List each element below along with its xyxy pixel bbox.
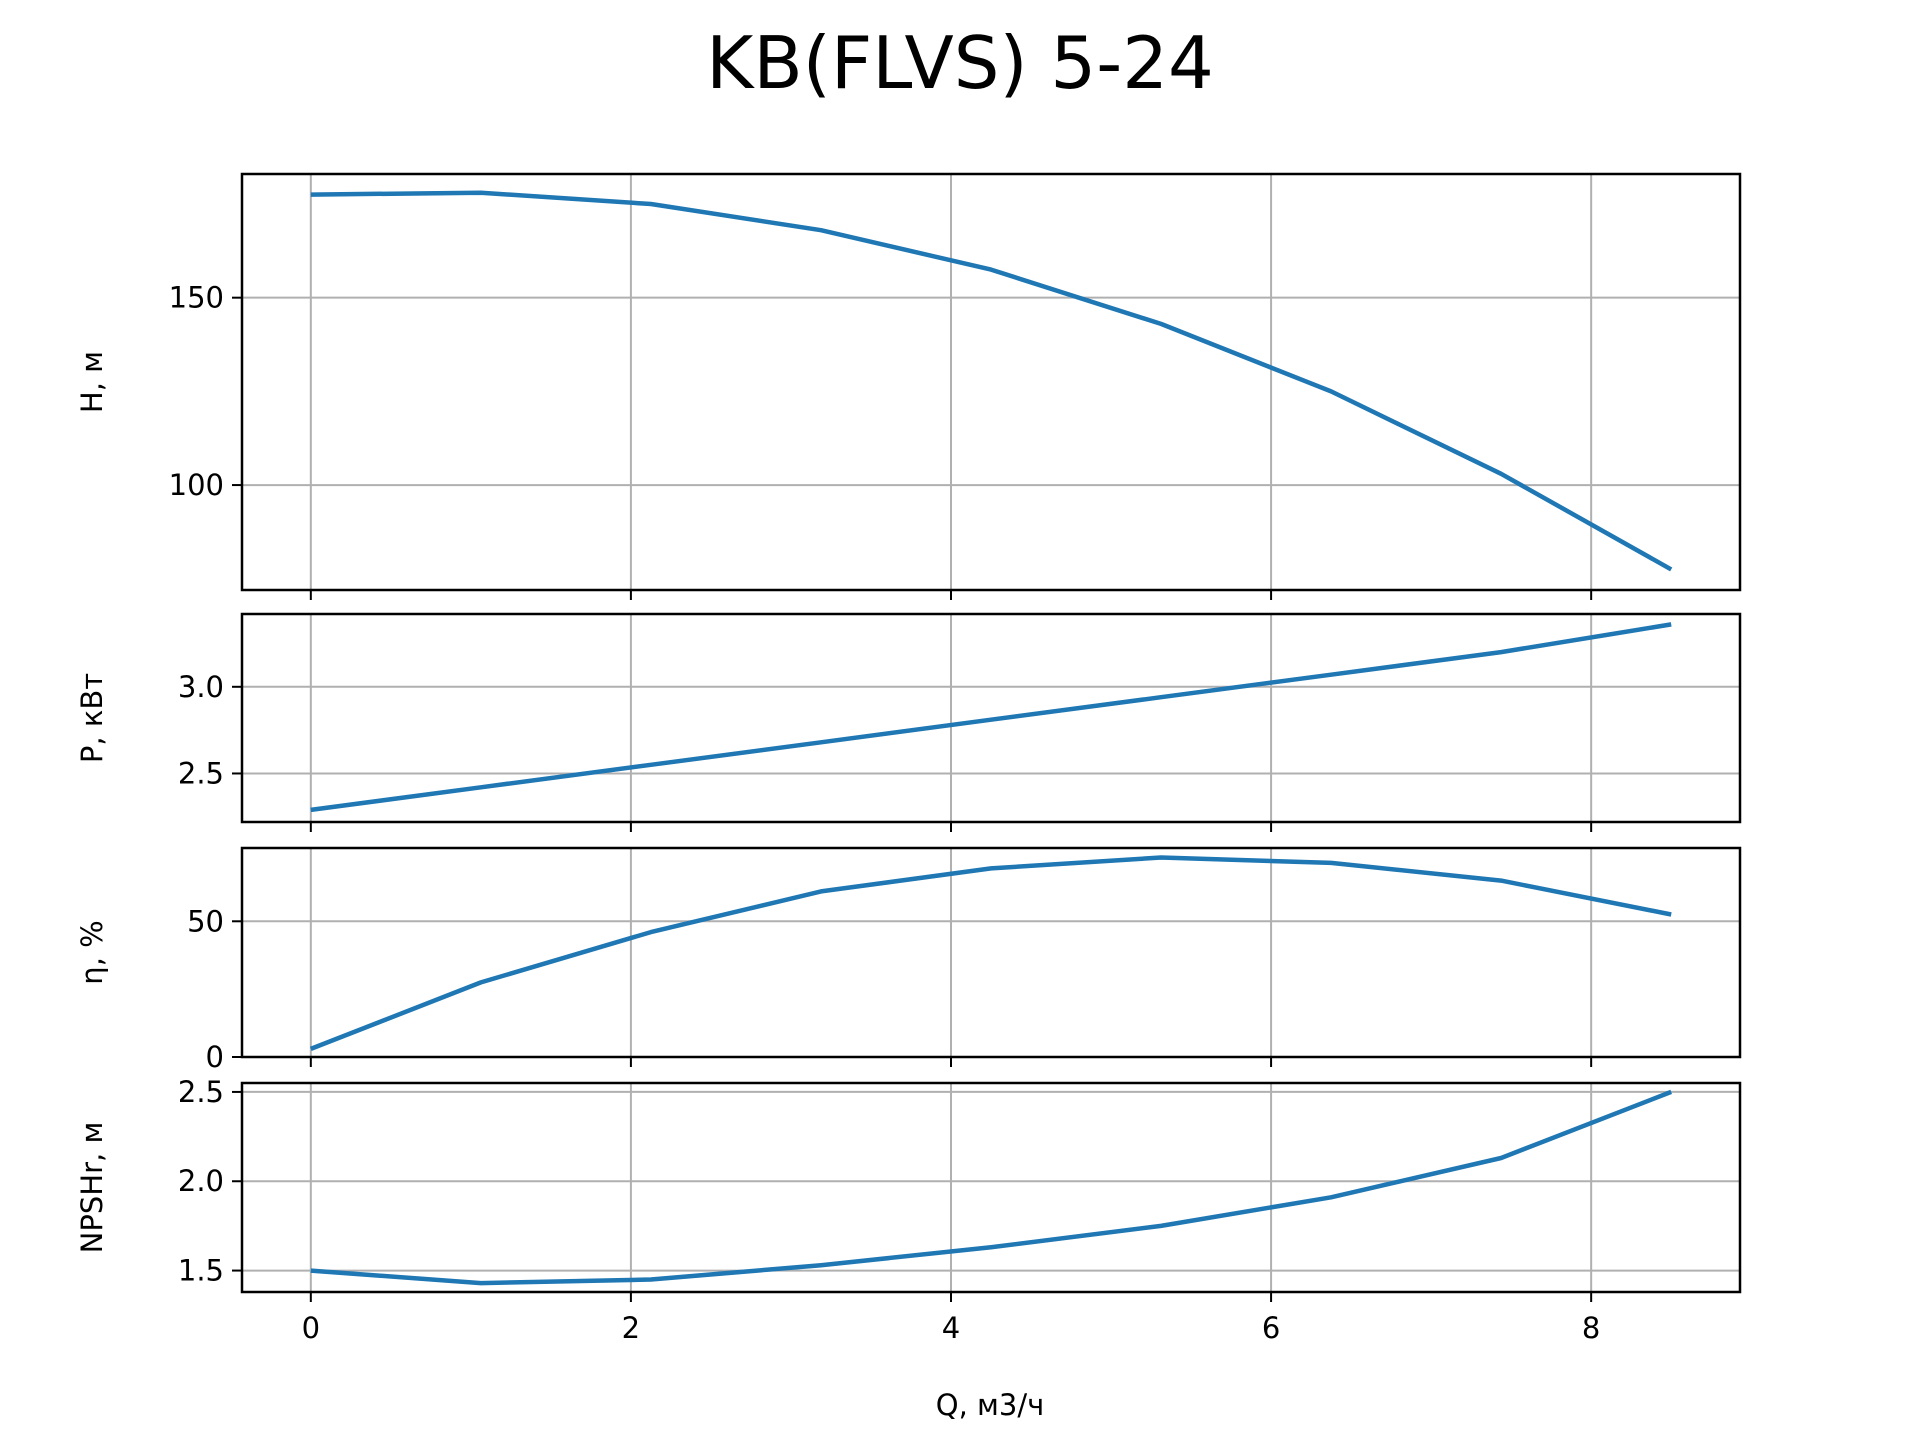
subplot-2: 2.5 3.0 P, кВт (75, 612, 1742, 832)
y-tick-label: 100 (169, 468, 224, 502)
axes-frame (240, 612, 1742, 824)
x-tick-label: 8 (1582, 1311, 1600, 1345)
y-axis-label: P, кВт (75, 673, 109, 763)
x-tick-label: 0 (302, 1311, 320, 1345)
series-line (310, 1089, 1673, 1286)
y-tick-label: 2.0 (178, 1164, 224, 1198)
chart-title: KB(FLVS) 5-24 (706, 21, 1214, 105)
x-tick-labels: 0 2 4 6 8 (302, 1311, 1601, 1345)
y-tick-label: 50 (187, 904, 224, 938)
axes-frame (240, 846, 1742, 1059)
series-line (310, 190, 1673, 572)
x-axis-label: Q, м3/ч (936, 1388, 1045, 1422)
x-tick-label: 6 (1262, 1311, 1280, 1345)
y-tick-label: 2.5 (178, 1075, 224, 1109)
axes-frame (240, 1081, 1742, 1294)
y-tick-label: 150 (169, 281, 224, 315)
y-tick-label: 2.5 (178, 756, 224, 790)
subplot-3: 0 50 η, % (75, 846, 1742, 1074)
y-tick-label: 0 (206, 1040, 224, 1074)
series-line (310, 622, 1672, 813)
axes-frame (240, 172, 1742, 592)
y-axis-label: H, м (75, 351, 109, 413)
x-tick-label: 4 (942, 1311, 960, 1345)
series-line (309, 855, 1672, 1051)
subplots: 100 150 H, м 2.5 3.0 P, кВт 0 50 η, % 1.5 2.0 2.5 NP… (75, 172, 1742, 1302)
y-tick-label: 1.5 (178, 1254, 224, 1288)
subplot-1: 100 150 H, м (75, 172, 1742, 600)
subplot-4: 1.5 2.0 2.5 NPSHr, м (75, 1075, 1742, 1302)
y-tick-label: 3.0 (178, 670, 224, 704)
y-axis-label: NPSHr, м (75, 1122, 109, 1254)
x-tick-label: 2 (622, 1311, 640, 1345)
y-axis-label: η, % (75, 920, 109, 984)
